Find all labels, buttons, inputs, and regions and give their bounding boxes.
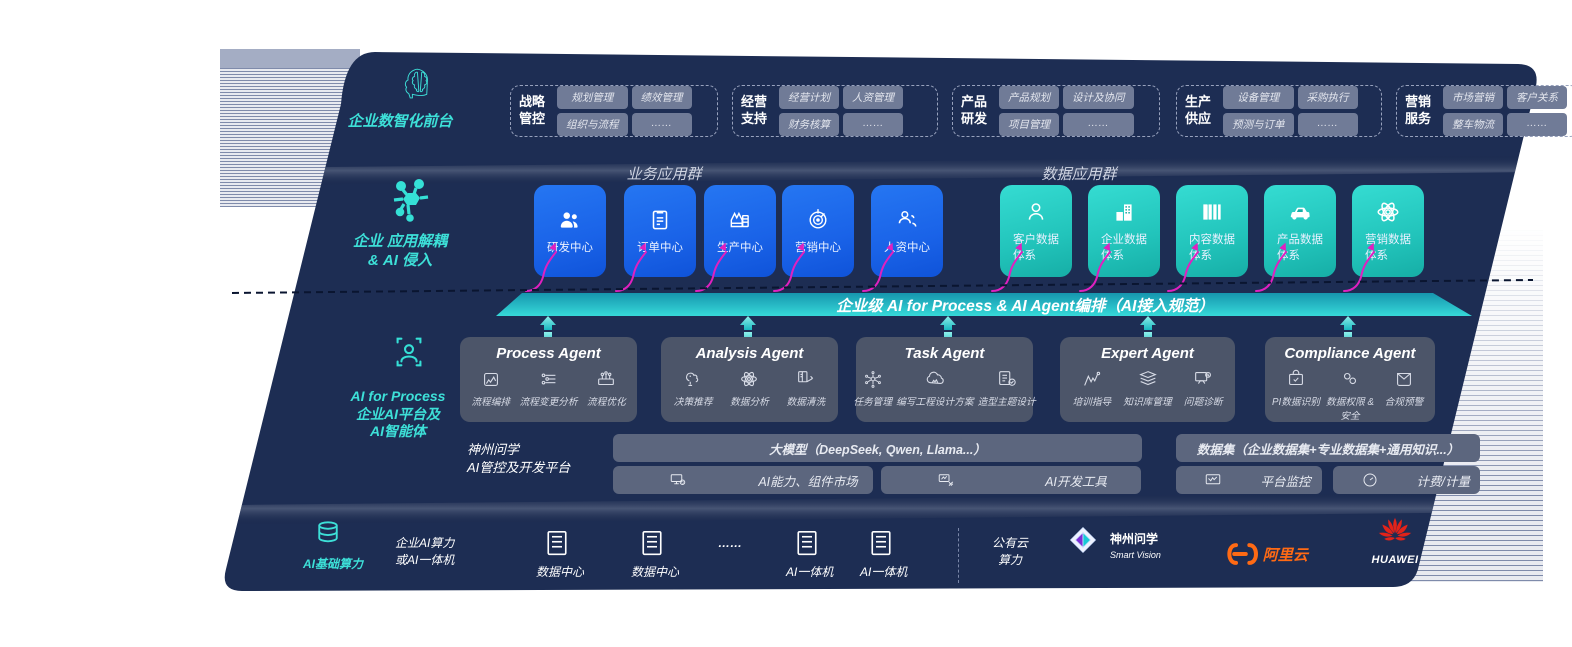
svg-text:阿里云: 阿里云 [1263,547,1310,564]
